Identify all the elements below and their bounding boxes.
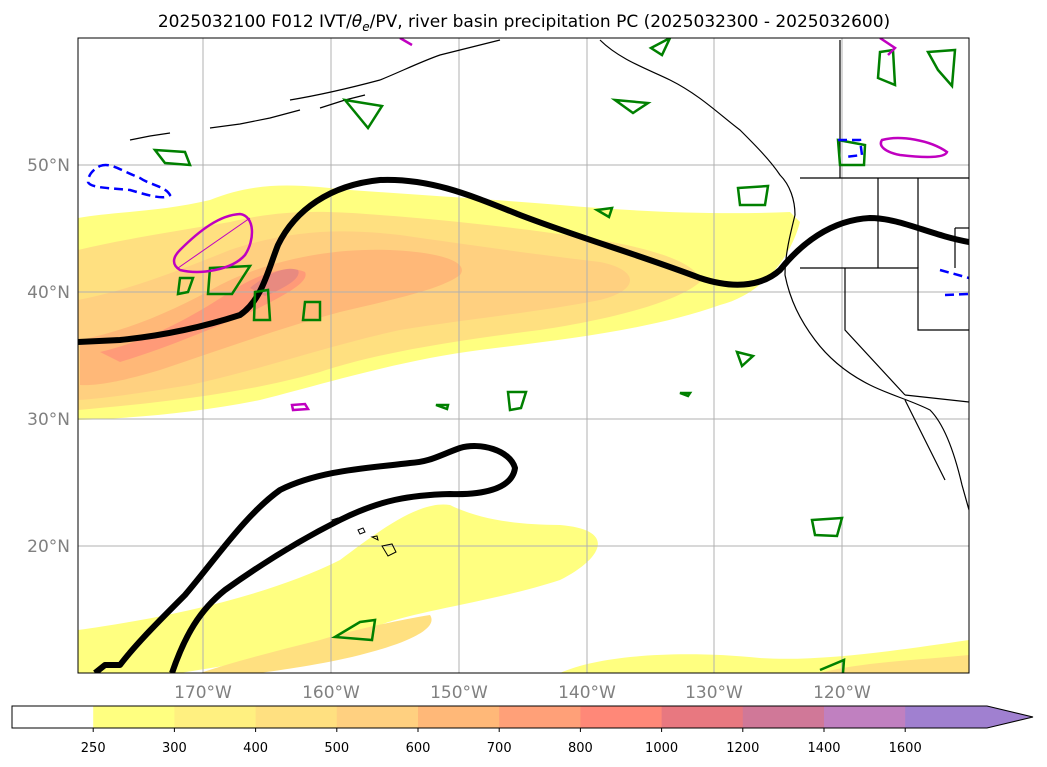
colorbar-segment <box>93 706 175 728</box>
colorbar-tick-label: 1600 <box>889 741 922 756</box>
colorbar-tick-label: 1200 <box>726 741 759 756</box>
coastlines <box>129 39 969 511</box>
colorbar-segment <box>336 706 419 728</box>
ivt-shading <box>78 185 969 673</box>
green-contours <box>152 38 957 673</box>
colorbar-segment <box>661 706 744 728</box>
colorbar-tick-label: 500 <box>324 741 349 756</box>
colorbar-segment <box>174 706 257 728</box>
colorbar-tick-label: 1000 <box>645 741 678 756</box>
lat-label-40n: 40°N <box>27 283 70 303</box>
blue-dashed-contours <box>86 138 969 297</box>
lon-label-160w: 160°W <box>302 683 360 703</box>
lon-label-170w: 170°W <box>174 683 232 703</box>
colorbar-tick-label: 1400 <box>807 741 840 756</box>
lat-label-50n: 50°N <box>27 156 70 176</box>
longitude-labels: 170°W 160°W 150°W 140°W 130°W 120°W <box>174 683 871 703</box>
lon-label-140w: 140°W <box>558 683 616 703</box>
graticule <box>78 38 969 673</box>
colorbar-tick-label: 600 <box>406 741 431 756</box>
colorbar-tick-label: 300 <box>162 741 187 756</box>
colorbar-segment <box>580 706 663 728</box>
colorbar-tick-label: 250 <box>81 741 106 756</box>
magenta-contours <box>172 38 949 412</box>
colorbar-boxes <box>12 706 1033 728</box>
colorbar-segment <box>255 706 338 728</box>
lon-label-130w: 130°W <box>685 683 743 703</box>
colorbar-outline <box>11 705 1034 729</box>
colorbar-segment <box>499 706 581 728</box>
colorbar-segment <box>12 706 94 728</box>
colorbar-tick-label: 700 <box>487 741 512 756</box>
colorbar: 250 300 400 500 600 700 800 1000 1200 1400 1600 <box>11 705 1034 756</box>
colorbar-segment <box>418 706 500 728</box>
lat-label-30n: 30°N <box>27 410 70 430</box>
colorbar-tick-label: 800 <box>568 741 593 756</box>
lon-label-150w: 150°W <box>430 683 488 703</box>
pv-contour <box>78 176 969 673</box>
figure-title: 2025032100 F012 IVT/θe/PV, river basin p… <box>158 12 890 34</box>
map-frame <box>77 37 970 674</box>
colorbar-segment <box>742 706 825 728</box>
colorbar-ticks: 250 300 400 500 600 700 800 1000 1200 1400 1600 <box>81 728 922 756</box>
map-panel <box>78 38 969 673</box>
latitude-labels: 50°N 40°N 30°N 20°N <box>27 156 70 557</box>
colorbar-tick-label: 400 <box>243 741 268 756</box>
lon-label-120w: 120°W <box>813 683 871 703</box>
colorbar-segment <box>824 706 906 728</box>
lat-label-20n: 20°N <box>27 537 70 557</box>
colorbar-segment <box>905 706 1033 728</box>
